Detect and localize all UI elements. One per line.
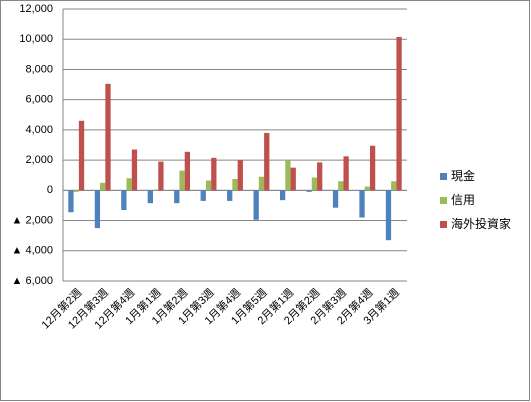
bar: [264, 132, 270, 191]
bar: [311, 177, 318, 191]
bar: [396, 36, 402, 191]
legend-label: 現金: [451, 168, 475, 183]
bar: [105, 83, 111, 191]
y-tick-label: 0: [47, 184, 53, 196]
bar: [279, 190, 286, 201]
y-tick-label: ▲ 2,000: [12, 214, 53, 226]
y-tick-label: ▲ 4,000: [12, 245, 53, 257]
legend-swatch: [440, 197, 447, 204]
bar: [317, 162, 323, 191]
bar: [100, 182, 106, 191]
bar: [78, 120, 85, 191]
bar: [94, 190, 101, 229]
bar: [237, 160, 243, 191]
bar: [364, 186, 370, 191]
y-tick-label: 10,000: [19, 33, 53, 45]
bar: [343, 156, 349, 191]
bar: [131, 149, 138, 191]
bar: [385, 190, 392, 241]
bar: [179, 170, 185, 191]
bar: [121, 190, 127, 210]
bar: [184, 151, 191, 191]
bar: [68, 190, 74, 213]
y-tick-label: 2,000: [25, 154, 53, 166]
legend-label: 海外投資家: [451, 216, 511, 231]
legend-swatch: [440, 173, 447, 180]
legend-label: 信用: [451, 193, 475, 207]
bar: [174, 190, 180, 204]
bar: [73, 190, 79, 192]
bar: [338, 181, 344, 191]
bar: [232, 179, 238, 191]
bar: [158, 161, 164, 191]
bar: [285, 160, 291, 191]
bar: [200, 190, 206, 201]
y-tick-label: 8,000: [25, 63, 53, 75]
y-tick-label: 4,000: [25, 124, 53, 136]
legend-swatch: [440, 221, 447, 228]
bar: [205, 180, 212, 191]
bar: [306, 190, 312, 192]
y-tick-label: 12,000: [19, 3, 53, 15]
y-tick-label: 6,000: [25, 94, 53, 106]
y-tick-label: ▲ 6,000: [12, 275, 53, 287]
bar: [290, 167, 296, 191]
bar: [253, 190, 259, 220]
bar: [152, 189, 159, 191]
bar: [391, 181, 397, 191]
bar: [359, 190, 365, 218]
bar: [258, 176, 265, 191]
bar: [369, 145, 376, 191]
bar: [211, 157, 217, 191]
bar: [126, 178, 132, 191]
bar: [147, 190, 153, 204]
bar: [332, 190, 339, 208]
bar: [227, 190, 233, 201]
